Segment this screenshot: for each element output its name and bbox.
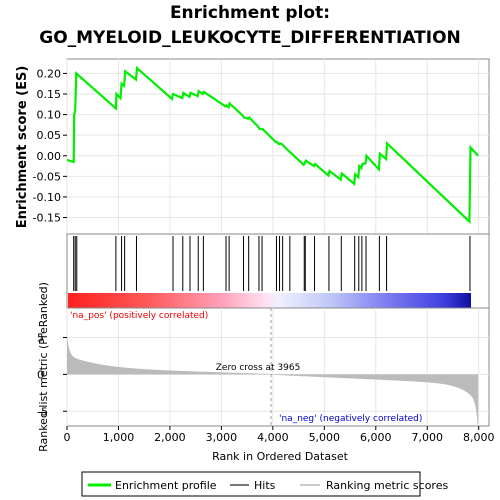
zero-cross-label: Zero cross at 3965 bbox=[216, 363, 301, 373]
es-ytick-label: 0.15 bbox=[37, 88, 62, 101]
chart-title-line1: Enrichment plot: bbox=[169, 3, 331, 23]
xtick-label: 7,000 bbox=[411, 431, 443, 444]
xlabel: Rank in Ordered Dataset bbox=[212, 450, 349, 463]
xtick-label: 1,000 bbox=[103, 431, 135, 444]
es-ytick-label: -0.05 bbox=[33, 170, 61, 183]
rk-ytick-label: 5 bbox=[37, 332, 44, 345]
es-panel-frame bbox=[66, 58, 490, 235]
xtick-label: 4,000 bbox=[257, 431, 289, 444]
es-ytick-label: 0.10 bbox=[37, 109, 62, 122]
xtick-label: 0 bbox=[64, 431, 71, 444]
chart-title-line2: GO_MYELOID_LEUKOCYTE_DIFFERENTIATION bbox=[39, 28, 461, 48]
ranked-ylabel: Ranked list metric (PreRanked) bbox=[37, 282, 50, 452]
legend-label-ranking: Ranking metric scores bbox=[326, 479, 448, 492]
xtick-label: 2,000 bbox=[154, 431, 186, 444]
xtick-label: 8,000 bbox=[463, 431, 495, 444]
xtick-label: 5,000 bbox=[309, 431, 341, 444]
neg-label: 'na_neg' (negatively correlated) bbox=[279, 414, 422, 424]
es-ylabel: Enrichment score (ES) bbox=[15, 66, 30, 229]
rk-ytick-label: 0 bbox=[37, 368, 44, 381]
legend-box bbox=[81, 471, 421, 497]
es-ytick-label: -0.10 bbox=[33, 191, 61, 204]
legend-label-enrichment: Enrichment profile bbox=[115, 479, 217, 492]
enrichment-profile-line bbox=[66, 65, 480, 225]
es-ytick-label: 0.00 bbox=[37, 150, 62, 163]
rank-color-bar bbox=[68, 293, 471, 308]
rk-ytick-label: -5 bbox=[37, 405, 48, 418]
pos-label: 'na_pos' (positively correlated) bbox=[70, 311, 208, 321]
es-ytick-label: -0.15 bbox=[33, 212, 61, 225]
es-ytick-label: 0.05 bbox=[37, 129, 62, 142]
legend-label-hits: Hits bbox=[254, 479, 276, 492]
ranked-panel-frame bbox=[66, 307, 490, 427]
es-ytick-label: 0.20 bbox=[37, 67, 62, 80]
xtick-label: 3,000 bbox=[206, 431, 238, 444]
xtick-label: 6,000 bbox=[360, 431, 392, 444]
